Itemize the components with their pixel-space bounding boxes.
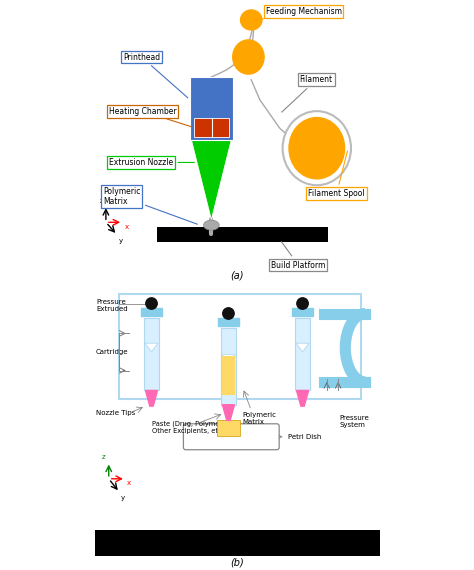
Text: Feeding Mechanism: Feeding Mechanism <box>260 7 341 19</box>
FancyBboxPatch shape <box>292 308 313 316</box>
FancyBboxPatch shape <box>295 318 310 390</box>
Text: y: y <box>121 495 125 502</box>
Polygon shape <box>145 343 158 352</box>
Polygon shape <box>222 355 235 363</box>
Polygon shape <box>297 390 309 406</box>
FancyBboxPatch shape <box>221 328 236 405</box>
Text: Build Platform: Build Platform <box>271 242 326 270</box>
Text: Filament: Filament <box>282 75 333 112</box>
FancyBboxPatch shape <box>222 356 235 395</box>
Text: Polymeric
Matrix: Polymeric Matrix <box>103 187 197 224</box>
Text: Heating Chamber: Heating Chamber <box>109 107 191 127</box>
Circle shape <box>146 298 157 309</box>
Circle shape <box>223 308 234 319</box>
FancyBboxPatch shape <box>145 318 159 390</box>
FancyBboxPatch shape <box>157 226 328 242</box>
Text: Petri Dish: Petri Dish <box>279 434 322 440</box>
Ellipse shape <box>203 220 219 230</box>
Ellipse shape <box>233 40 264 74</box>
Text: z: z <box>102 454 105 461</box>
FancyBboxPatch shape <box>217 421 240 436</box>
FancyBboxPatch shape <box>183 424 279 450</box>
Text: x: x <box>124 223 128 230</box>
Ellipse shape <box>241 10 262 30</box>
Text: Filament Spool: Filament Spool <box>308 151 365 198</box>
Text: y: y <box>118 238 123 244</box>
Text: x: x <box>128 480 131 486</box>
Polygon shape <box>222 405 235 421</box>
Text: Pressure
Extruded: Pressure Extruded <box>96 299 128 312</box>
Text: Extrusion Nozzle: Extrusion Nozzle <box>109 158 194 167</box>
Ellipse shape <box>289 117 345 179</box>
Text: Cartridge: Cartridge <box>96 349 128 355</box>
Polygon shape <box>296 343 309 352</box>
Polygon shape <box>191 140 231 219</box>
Circle shape <box>297 298 308 309</box>
Text: Polymeric
Matrix: Polymeric Matrix <box>243 413 277 425</box>
Text: (b): (b) <box>230 557 244 567</box>
FancyBboxPatch shape <box>194 118 229 137</box>
Text: (a): (a) <box>230 271 244 281</box>
Text: Nozzle Tips: Nozzle Tips <box>96 410 135 416</box>
FancyBboxPatch shape <box>94 530 380 556</box>
FancyBboxPatch shape <box>141 308 162 316</box>
FancyBboxPatch shape <box>190 77 233 140</box>
Text: Paste (Drug, Polymer,
Other Excipients, etc.): Paste (Drug, Polymer, Other Excipients, … <box>152 421 226 434</box>
Text: z: z <box>100 198 103 203</box>
FancyBboxPatch shape <box>218 317 239 326</box>
Text: Pressure
System: Pressure System <box>339 416 369 428</box>
Polygon shape <box>146 390 157 406</box>
Text: Printhead: Printhead <box>123 52 188 98</box>
Ellipse shape <box>283 111 351 185</box>
